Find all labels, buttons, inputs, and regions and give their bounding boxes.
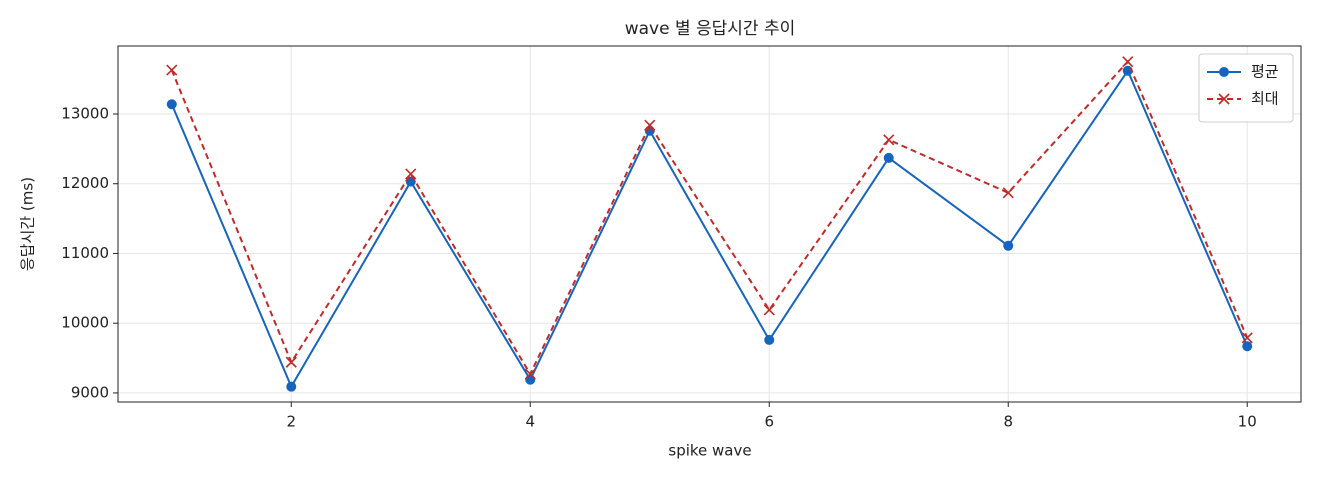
y-tick-label: 9000 — [71, 383, 109, 401]
y-tick-label: 12000 — [61, 174, 109, 192]
marker — [1003, 240, 1014, 251]
chart-title: wave 별 응답시간 추이 — [625, 19, 796, 39]
y-tick-label: 11000 — [61, 244, 109, 262]
marker — [883, 152, 894, 163]
x-tick-label: 2 — [286, 413, 296, 431]
marker — [285, 356, 297, 368]
marker — [763, 304, 775, 316]
x-tick-label: 6 — [764, 413, 774, 431]
marker — [166, 64, 178, 76]
y-tick-label: 10000 — [61, 314, 109, 332]
x-tick-label: 10 — [1238, 413, 1257, 431]
legend-label: 평균 — [1251, 63, 1279, 81]
marker — [524, 368, 536, 380]
marker — [764, 334, 775, 345]
legend-label: 최대 — [1251, 90, 1279, 108]
marker — [1122, 56, 1134, 68]
marker — [166, 99, 177, 110]
plot-frame — [117, 45, 1302, 403]
y-tick-label: 13000 — [61, 104, 109, 122]
legend-box — [1198, 53, 1294, 123]
x-tick-label: 8 — [1003, 413, 1013, 431]
legend-marker — [1219, 67, 1229, 77]
marker — [1002, 187, 1014, 199]
marker — [644, 119, 656, 131]
marker — [286, 381, 297, 392]
y-axis-label: 응답시간 (ms) — [19, 177, 37, 271]
marker — [1242, 341, 1253, 352]
x-axis-label: spike wave — [668, 442, 751, 460]
marker — [1241, 332, 1253, 344]
marker — [525, 374, 536, 385]
marker — [883, 134, 895, 146]
x-tick-label: 4 — [525, 413, 535, 431]
legend-marker — [1218, 93, 1230, 105]
line — [170, 59, 1249, 377]
line — [170, 68, 1249, 389]
marker — [405, 168, 417, 180]
